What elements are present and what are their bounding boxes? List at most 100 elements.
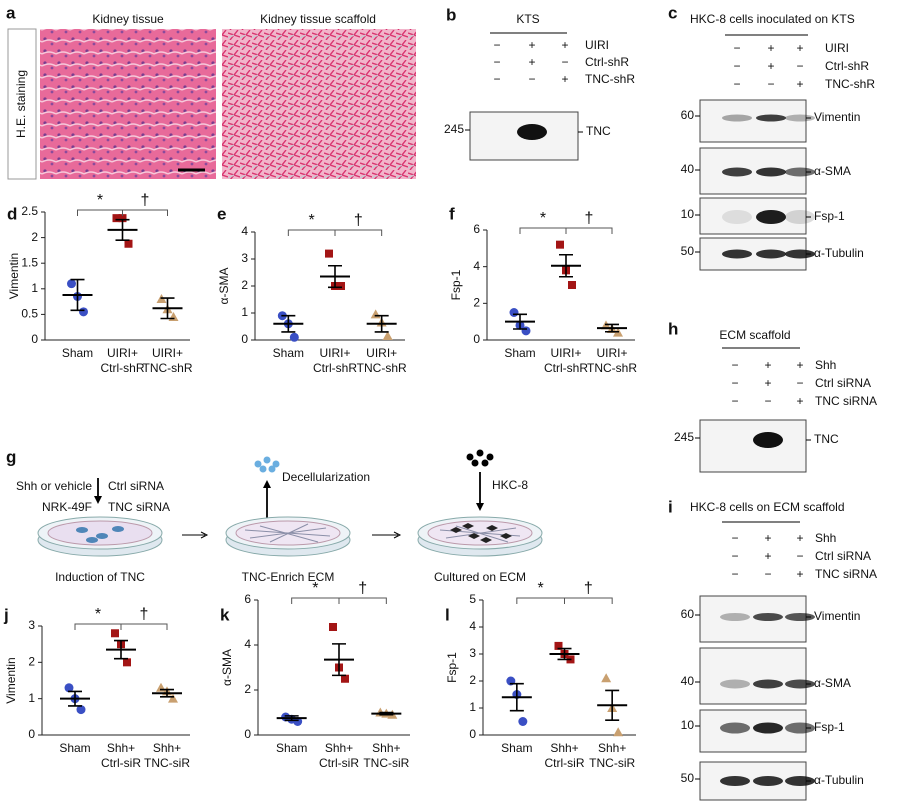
blot-title: HKC-8 cells inoculated on KTS [690,12,855,26]
error-bar [70,278,85,312]
x-tick-label: Ctrl-shR [101,361,145,375]
data-point [111,629,119,638]
significance-bracket [516,597,613,604]
data-point [67,279,76,289]
y-tick-label: 0 [473,332,480,346]
y-tick-label: 4 [469,619,476,633]
condition-sign: − [796,59,803,73]
condition-sign: − [493,38,500,52]
condition-name: TNC-shR [825,77,875,91]
y-axis-label: α-SMA [220,649,234,686]
y-tick-label: 2 [469,673,476,687]
band [753,432,783,448]
y-tick-label: 1 [31,281,38,295]
data-point [613,727,624,737]
y-tick-label: 4 [241,224,248,238]
y-tick-label: 1 [469,700,476,714]
data-point [325,249,333,258]
data-point [156,682,166,692]
condition-sign: + [561,38,568,52]
mw-marker: 50 [681,771,695,785]
y-tick-label: 3 [28,618,35,632]
error-bar [328,264,342,289]
blot [699,647,807,705]
band [756,114,786,122]
error-bar [160,297,175,320]
panel-label: a [6,3,16,22]
sirna: TNC siRNA [108,500,170,514]
y-tick-label: 0.5 [21,307,38,321]
y-tick-label: 2.5 [21,204,38,218]
mw-marker: 40 [681,674,695,688]
error-bar [605,323,619,333]
x-tick-label: Sham [62,346,93,360]
band-name: Vimentin [814,609,860,623]
band [785,210,815,224]
data-point [168,693,178,703]
condition-sign: − [731,394,738,408]
band [785,679,815,689]
y-axis-label: Vimentin [4,657,18,703]
mw-marker: 10 [681,718,695,732]
significance: * [312,580,318,597]
x-tick-label: Ctrl-siR [101,756,141,770]
data-point [124,239,133,248]
y-axis-label: Fsp-1 [449,269,463,300]
band [722,114,752,122]
error-bar [284,715,299,722]
condition-sign: + [528,38,535,52]
arrow [263,480,271,488]
condition-sign: + [796,531,803,545]
x-tick-label: Shh+ [372,741,400,755]
condition-sign: + [796,77,803,91]
data-point [554,641,563,650]
data-point [341,674,349,683]
icon [259,465,267,473]
dish [225,516,351,557]
y-tick-label: 5 [469,592,476,606]
x-tick-label: Shh+ [550,741,578,755]
image-title: Kidney tissue [92,12,164,26]
condition-sign: − [733,59,740,73]
icon [481,459,489,467]
data-point [76,705,86,715]
significance: † [358,580,367,597]
x-tick-label: TNC-shR [587,361,637,375]
error-bar [605,689,620,721]
band [785,249,815,259]
histology-image [40,29,216,179]
band [722,249,752,259]
condition-name: UIRI [585,38,609,52]
mw-marker: 245 [674,430,694,444]
condition-sign: + [796,358,803,372]
icon [486,453,494,461]
condition-sign: + [561,72,568,86]
step: Cultured on ECM [434,570,526,584]
y-tick-label: 0 [244,727,251,741]
error-bar [374,314,389,333]
condition-sign: + [764,358,771,372]
condition-name: TNC siRNA [815,394,877,408]
data-point [79,307,88,317]
significance: † [584,580,593,597]
x-tick-label: Shh+ [107,741,135,755]
condition-sign: − [733,41,740,55]
y-tick-label: 0 [241,332,248,346]
panel-label: f [449,204,455,223]
histology-image [222,29,416,179]
condition-sign: − [796,549,803,563]
error-bar [115,218,130,241]
x-tick-label: UIRI+ [366,346,397,360]
condition-name: Ctrl siRNA [815,549,871,563]
y-tick-label: 3 [241,251,248,265]
treatment: Shh or vehicle [16,479,92,493]
blot [699,99,807,143]
band [720,722,750,734]
data-point [509,308,519,317]
condition-name: Shh [815,531,836,545]
significance-bracket [291,597,387,604]
condition-sign: − [528,72,535,86]
y-tick-label: 2 [241,278,248,292]
data-point [382,330,393,340]
error-bar [557,647,572,661]
